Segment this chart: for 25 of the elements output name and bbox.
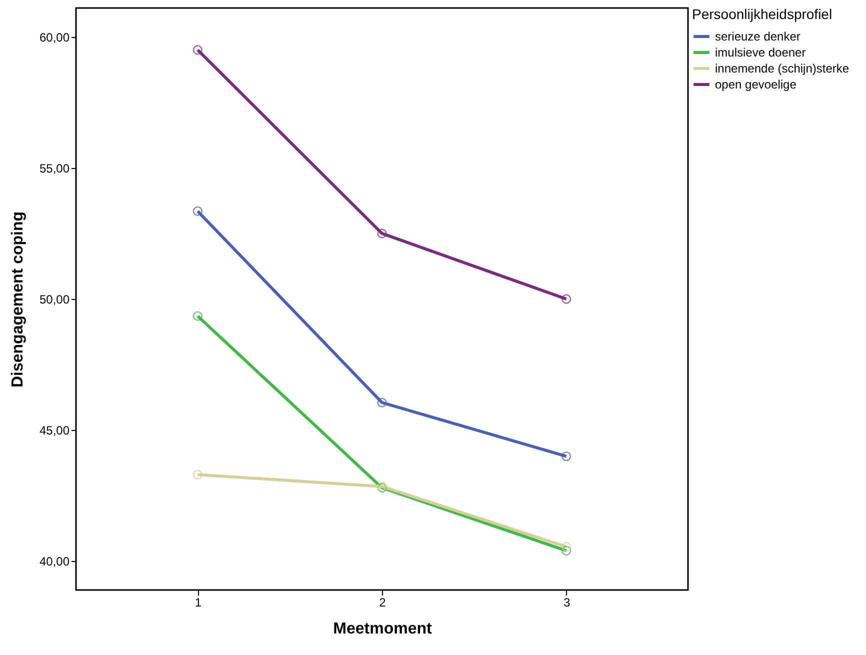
x-tick-label: 2 xyxy=(379,596,386,610)
point xyxy=(192,311,202,321)
y-axis-title: Disengagement coping xyxy=(9,211,26,388)
y-tick-label: 50,00 xyxy=(39,292,70,306)
point xyxy=(562,546,572,556)
point xyxy=(377,228,387,238)
y-tick-label: 60,00 xyxy=(39,30,70,44)
point xyxy=(377,398,387,408)
x-tick-label: 1 xyxy=(194,596,202,610)
point xyxy=(192,206,202,216)
x-axis-title: Meetmoment xyxy=(333,620,433,638)
legend-title: Persoonlijkheidsprofiel xyxy=(692,6,832,22)
point xyxy=(562,542,572,552)
legend-label: innemende (schijn)sterke xyxy=(715,62,850,76)
y-tick-label: 55,00 xyxy=(39,161,70,176)
point xyxy=(192,45,202,55)
y-tick-label: 45,00 xyxy=(39,424,70,438)
x-tick-label: 3 xyxy=(563,596,570,610)
y-tick-label: 40,00 xyxy=(39,554,70,569)
legend-label: imulsieve doener xyxy=(715,46,806,60)
point xyxy=(192,470,202,480)
point xyxy=(562,294,572,304)
point xyxy=(562,451,572,462)
legend-label: serieuze denker xyxy=(715,30,800,44)
legend-label: open gevoelige xyxy=(715,78,797,92)
